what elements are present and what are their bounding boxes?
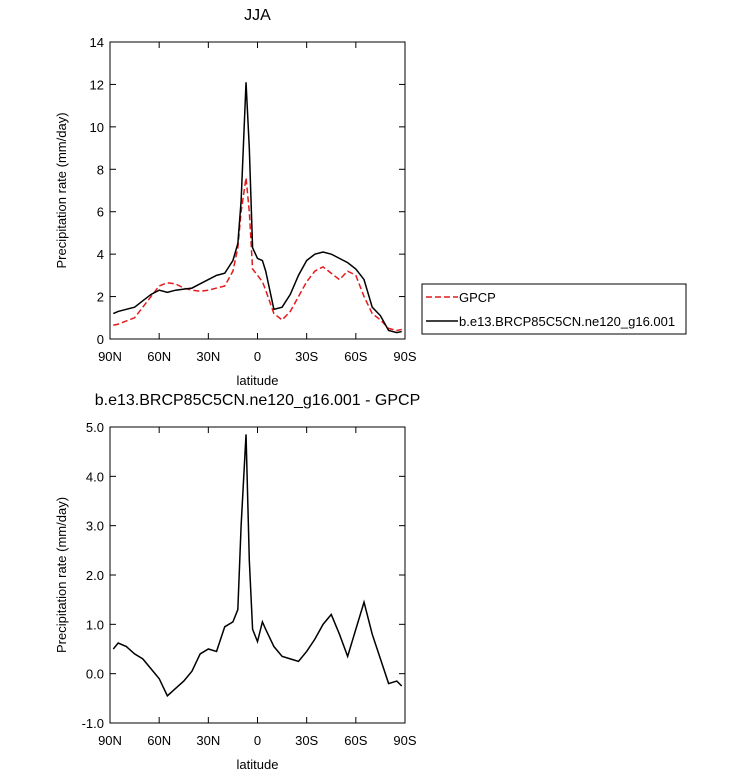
x-tick-label: 90S — [393, 733, 416, 748]
y-axis-label: Precipitation rate (mm/day) — [54, 497, 69, 653]
y-tick-label: 5.0 — [86, 420, 104, 435]
x-tick-label: 60S — [344, 733, 367, 748]
x-tick-label: 90S — [393, 349, 416, 364]
x-tick-label: 90N — [98, 733, 122, 748]
data-line — [112, 434, 403, 698]
x-tick-label: 0 — [254, 733, 261, 748]
x-tick-label: 60N — [147, 733, 171, 748]
chart-title: JJA — [244, 7, 271, 24]
x-tick-label: 30S — [295, 349, 318, 364]
x-tick-label: 30N — [196, 733, 220, 748]
y-tick-label: 4.0 — [86, 469, 104, 484]
plot-frame — [109, 426, 406, 724]
y-axis-label: Precipitation rate (mm/day) — [54, 112, 69, 268]
y-tick-label: 8 — [97, 162, 104, 177]
x-axis-label: latitude — [237, 757, 279, 772]
chart-title: b.e13.BRCP85C5CN.ne120_g16.001 - GPCP — [95, 392, 421, 409]
y-tick-label: 0 — [97, 332, 104, 347]
legend-label: b.e13.BRCP85C5CN.ne120_g16.001 — [459, 314, 675, 329]
y-tick-label: 3.0 — [86, 519, 104, 534]
y-tick-label: 2.0 — [86, 568, 104, 583]
y-tick-label: 14 — [90, 35, 104, 50]
y-tick-label: 12 — [90, 77, 104, 92]
y-tick-label: 4 — [97, 247, 104, 262]
y-tick-label: 0.0 — [86, 667, 104, 682]
data-line — [113, 177, 402, 332]
x-tick-label: 60S — [344, 349, 367, 364]
legend-label: GPCP — [459, 290, 496, 305]
y-tick-label: 2 — [97, 290, 104, 305]
plot-frame — [109, 41, 406, 340]
x-tick-label: 90N — [98, 349, 122, 364]
x-tick-label: 30S — [295, 733, 318, 748]
legend-box — [421, 283, 687, 335]
x-tick-label: 60N — [147, 349, 171, 364]
data-line — [112, 82, 402, 334]
x-tick-label: 30N — [196, 349, 220, 364]
y-tick-label: 1.0 — [86, 617, 104, 632]
x-axis-label: latitude — [237, 373, 279, 388]
y-tick-label: -1.0 — [82, 716, 104, 731]
x-tick-label: 0 — [254, 349, 261, 364]
y-tick-label: 6 — [97, 205, 104, 220]
y-tick-label: 10 — [90, 120, 104, 135]
